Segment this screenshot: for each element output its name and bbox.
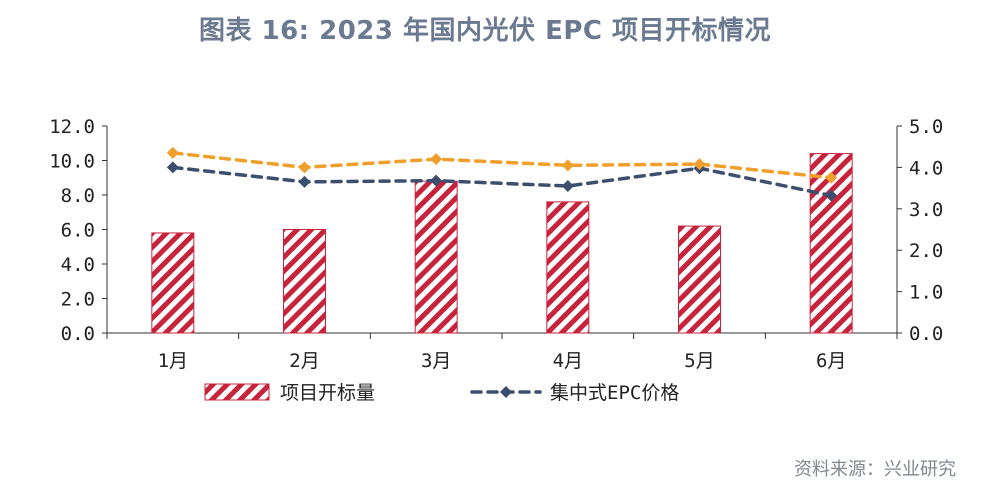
legend-swatch-marker xyxy=(500,386,512,398)
series-point xyxy=(561,180,574,193)
series-point xyxy=(430,153,443,166)
legend-label-bar: 项目开标量 xyxy=(280,382,375,404)
bar xyxy=(678,225,721,334)
x-tick-label: 4月 xyxy=(553,350,583,372)
bar xyxy=(151,232,195,334)
legend-swatch-bar xyxy=(204,383,270,401)
bar xyxy=(414,180,458,334)
chart-title: 图表 16: 2023 年国内光伏 EPC 项目开标情况 xyxy=(198,16,772,46)
legend: 项目开标量 集中式EPC价格 xyxy=(204,382,679,404)
bars xyxy=(151,153,853,334)
series-point xyxy=(298,161,311,174)
y-left-tick-label: 10.0 xyxy=(49,151,95,173)
series-point xyxy=(166,161,179,174)
x-tick-label: 1月 xyxy=(158,350,188,372)
series-line xyxy=(171,165,833,198)
y-left-tick-label: 4.0 xyxy=(61,254,95,276)
y-left-tick-label: 8.0 xyxy=(61,185,95,207)
y-right-tick-label: 1.0 xyxy=(909,282,943,304)
legend-label-line: 集中式EPC价格 xyxy=(550,382,679,404)
series-line xyxy=(171,151,833,180)
y-right-tick-label: 2.0 xyxy=(909,240,943,262)
series-point xyxy=(298,175,311,188)
lines xyxy=(166,146,838,202)
y-left-tick-label: 12.0 xyxy=(49,116,95,138)
y-right-tick-label: 0.0 xyxy=(909,323,943,345)
y-left-tick-label: 6.0 xyxy=(61,220,95,242)
series-point xyxy=(430,174,443,187)
bar xyxy=(283,229,326,334)
y-right-tick-label: 5.0 xyxy=(909,116,943,138)
series-point xyxy=(166,146,179,159)
x-tick-label: 5月 xyxy=(684,350,714,372)
series-point xyxy=(825,189,838,202)
y-left-tick-label: 0.0 xyxy=(61,323,95,345)
series-point xyxy=(561,159,574,172)
series-point xyxy=(693,158,706,171)
x-tick-label: 2月 xyxy=(289,350,319,372)
bar xyxy=(546,201,590,334)
x-tick-label: 3月 xyxy=(421,350,451,372)
y-left-tick-label: 2.0 xyxy=(61,289,95,311)
y-right-tick-label: 4.0 xyxy=(909,157,943,179)
axes: 0.0 2.0 4.0 6.0 8.0 10.0 12.0 0.0 1.0 2.0 3.0 4.0 5.… xyxy=(49,116,943,372)
source-note: 资料来源：兴业研究 xyxy=(794,459,956,480)
x-tick-label: 6月 xyxy=(816,350,846,372)
series-point xyxy=(825,171,838,184)
y-right-tick-label: 3.0 xyxy=(909,199,943,221)
